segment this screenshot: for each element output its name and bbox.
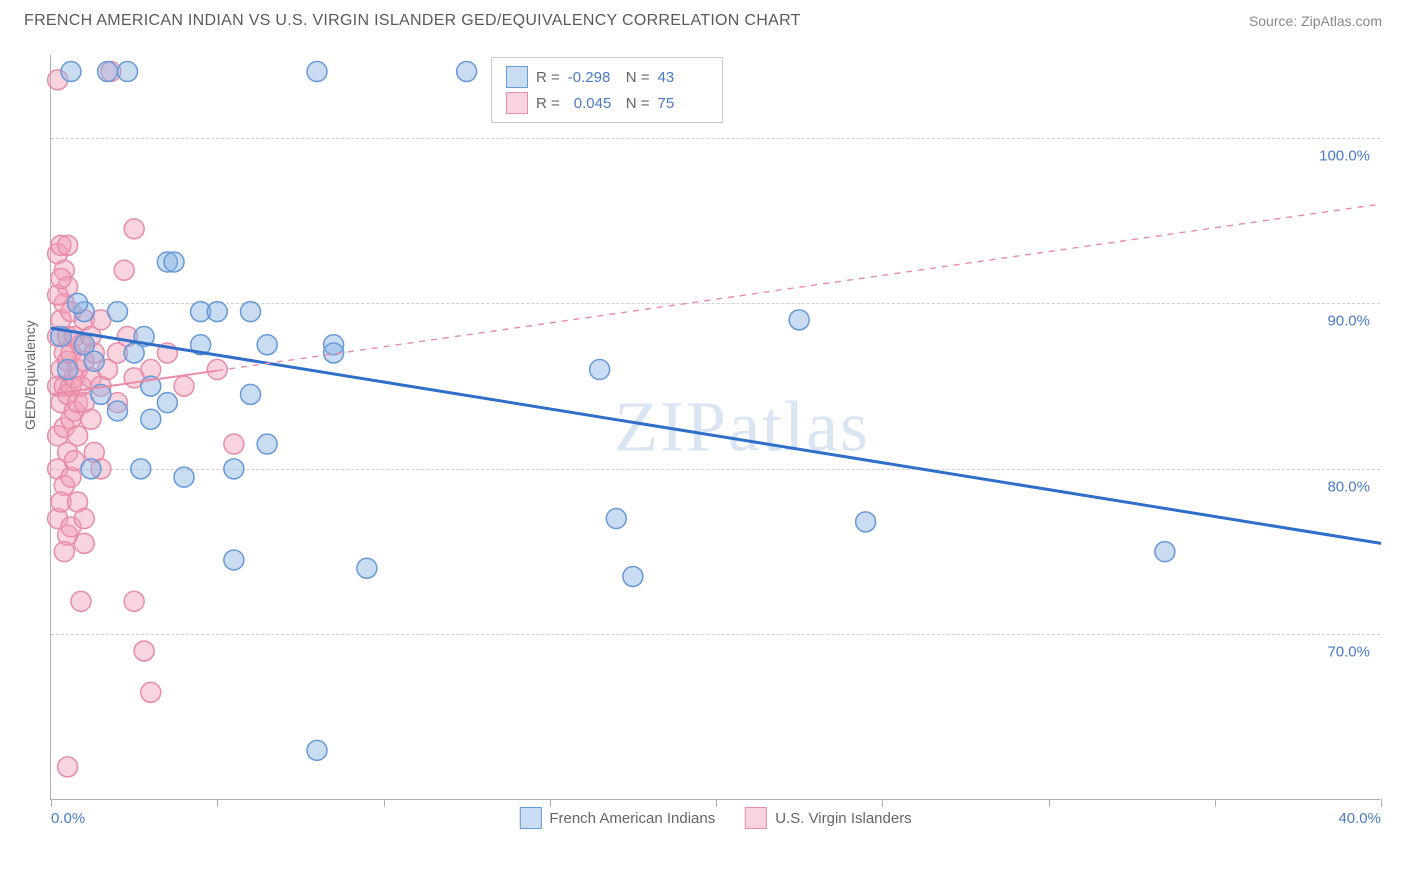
legend-n-label: N = (626, 69, 650, 86)
legend-row: R = 0.045 N = 75 (506, 90, 708, 116)
data-point (157, 393, 177, 413)
x-tick-label: 40.0% (1338, 810, 1381, 827)
data-point (68, 293, 88, 313)
legend-item: U.S. Virgin Islanders (745, 807, 911, 829)
scatter-svg (51, 55, 1380, 799)
data-point (81, 459, 101, 479)
data-point (174, 467, 194, 487)
chart-header: FRENCH AMERICAN INDIAN VS U.S. VIRGIN IS… (0, 0, 1406, 38)
data-point (54, 542, 74, 562)
data-point (224, 434, 244, 454)
data-point (74, 509, 94, 529)
data-point (241, 302, 261, 322)
legend-series: French American Indians U.S. Virgin Isla… (519, 807, 911, 829)
data-point (457, 62, 477, 82)
data-point (134, 641, 154, 661)
chart-title: FRENCH AMERICAN INDIAN VS U.S. VIRGIN IS… (24, 12, 801, 30)
data-point (131, 459, 151, 479)
data-point (98, 62, 118, 82)
y-axis-label: GED/Equivalency (22, 320, 38, 430)
data-point (307, 62, 327, 82)
legend-swatch-icon (745, 807, 767, 829)
legend-swatch-icon (519, 807, 541, 829)
data-point (61, 62, 81, 82)
trend-line (51, 328, 1381, 543)
legend-correlation: R = -0.298 N = 43 R = 0.045 N = 75 (491, 57, 723, 123)
legend-r-label: R = (536, 95, 560, 112)
data-point (108, 401, 128, 421)
data-point (71, 591, 91, 611)
x-tick-label: 0.0% (51, 810, 85, 827)
data-point (606, 509, 626, 529)
data-point (307, 740, 327, 760)
data-point (108, 302, 128, 322)
data-point (114, 260, 134, 280)
data-point (789, 310, 809, 330)
data-point (224, 550, 244, 570)
data-point (357, 558, 377, 578)
data-point (68, 426, 88, 446)
data-point (164, 252, 184, 272)
data-point (51, 269, 71, 289)
data-point (590, 360, 610, 380)
legend-n-value: 75 (658, 95, 708, 112)
data-point (623, 567, 643, 587)
data-point (58, 360, 78, 380)
data-point (241, 384, 261, 404)
legend-r-value: -0.298 (568, 69, 618, 86)
data-point (257, 335, 277, 355)
legend-row: R = -0.298 N = 43 (506, 64, 708, 90)
data-point (856, 512, 876, 532)
legend-swatch-icon (506, 92, 528, 114)
data-point (58, 757, 78, 777)
chart-source: Source: ZipAtlas.com (1249, 13, 1382, 29)
data-point (124, 591, 144, 611)
legend-series-label: U.S. Virgin Islanders (775, 810, 911, 827)
legend-r-value: 0.045 (568, 95, 618, 112)
legend-series-label: French American Indians (549, 810, 715, 827)
data-point (141, 409, 161, 429)
data-point (224, 459, 244, 479)
data-point (174, 376, 194, 396)
data-point (207, 302, 227, 322)
data-point (117, 62, 137, 82)
legend-swatch-icon (506, 66, 528, 88)
data-point (81, 409, 101, 429)
data-point (1155, 542, 1175, 562)
data-point (74, 533, 94, 553)
chart-plot-area: ZIPatlas 70.0%80.0%90.0%100.0% 0.0%40.0%… (50, 55, 1380, 800)
data-point (124, 219, 144, 239)
legend-n-label: N = (626, 95, 650, 112)
legend-n-value: 43 (658, 69, 708, 86)
data-point (257, 434, 277, 454)
data-point (84, 351, 104, 371)
legend-r-label: R = (536, 69, 560, 86)
legend-item: French American Indians (519, 807, 715, 829)
data-point (207, 360, 227, 380)
data-point (58, 235, 78, 255)
data-point (141, 682, 161, 702)
trend-line-dashed (217, 204, 1381, 371)
